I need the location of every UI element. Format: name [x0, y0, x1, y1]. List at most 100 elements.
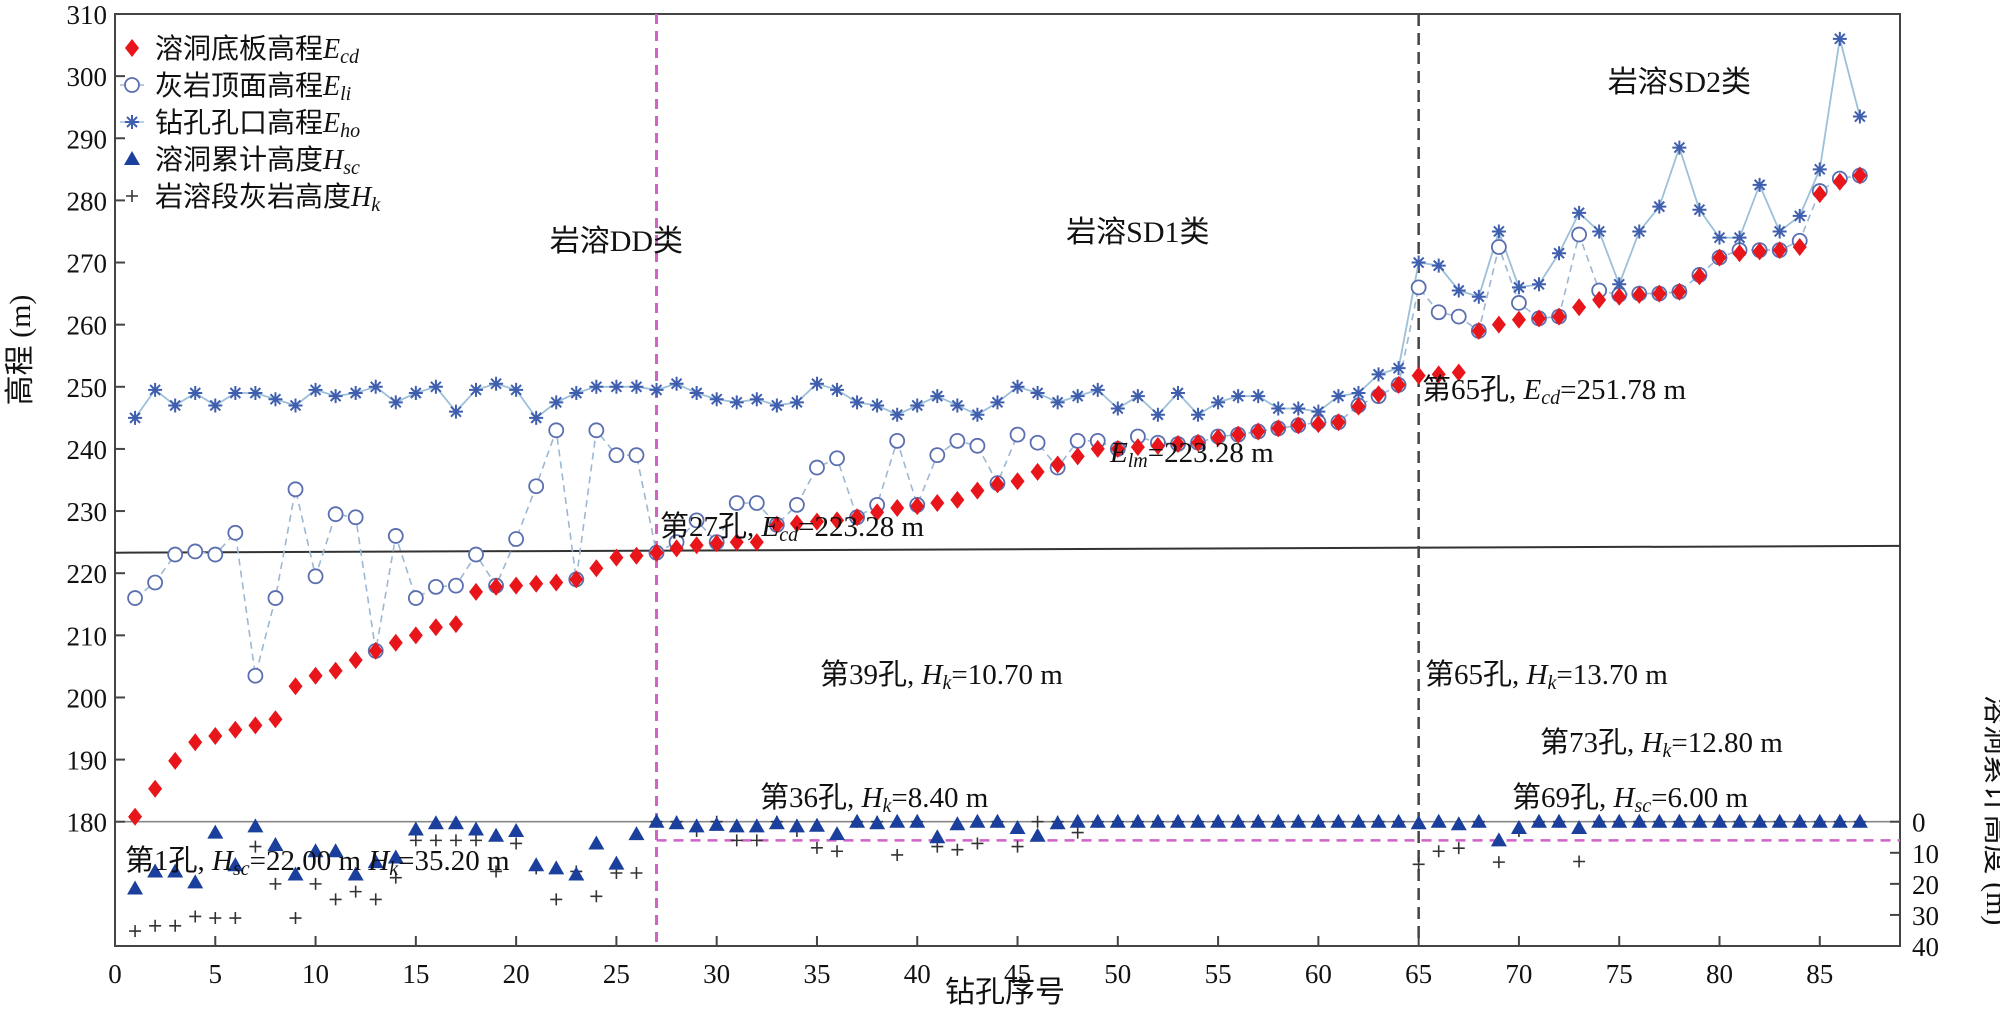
eho-point — [1411, 255, 1426, 270]
ecd-point — [1191, 433, 1206, 452]
eli-point — [588, 422, 605, 439]
hk-point — [750, 834, 763, 847]
ecd-point — [308, 666, 323, 685]
eho-point — [1732, 230, 1747, 245]
eho-point — [1130, 389, 1145, 404]
eho-point — [1391, 361, 1406, 376]
hsc-point — [1310, 813, 1327, 828]
hsc-point — [1450, 816, 1467, 831]
eli-point — [307, 568, 324, 585]
hk-point — [249, 840, 262, 853]
hsc-point — [1290, 813, 1307, 828]
axis-layer: 0 5 10 15 20 25 30 35 40 45 50 55 60 65 70 75 80 85 180 190… — [67, 0, 1940, 989]
ecd-point — [769, 515, 784, 534]
hsc-point — [1731, 813, 1748, 828]
x-tick-label: 15 — [402, 959, 429, 989]
ecd-point — [368, 641, 383, 660]
hsc-point — [1530, 813, 1547, 828]
hsc-point — [287, 866, 304, 881]
x-tick-label: 40 — [904, 959, 931, 989]
ecd-point — [328, 661, 343, 680]
eli-point — [789, 496, 805, 513]
eho-point — [629, 379, 644, 394]
ecd-point — [1852, 166, 1867, 185]
ecd-point — [890, 498, 905, 517]
ecd-point — [910, 497, 925, 516]
ecd-point — [1391, 375, 1406, 394]
ecd-point — [669, 539, 684, 558]
hsc-point — [1109, 813, 1126, 828]
ecd-point — [1491, 315, 1506, 334]
hsc-point — [347, 866, 364, 881]
ecd-point — [408, 626, 423, 645]
eho-point — [1070, 389, 1085, 404]
hk-point — [630, 866, 643, 879]
eho-point — [870, 398, 885, 413]
y-tick-label: 260 — [67, 311, 108, 341]
hsc-point — [1169, 813, 1186, 828]
ecd-point — [729, 533, 744, 552]
ecd-point — [709, 534, 724, 553]
ecd-point — [749, 533, 764, 552]
ecd-point — [1291, 416, 1306, 435]
hsc-point — [1330, 813, 1347, 828]
hsc-point — [728, 818, 745, 833]
hsc-point — [508, 823, 525, 838]
eho-point — [890, 407, 905, 422]
ecd-point — [1471, 321, 1486, 340]
hsc-point — [1029, 827, 1046, 842]
eli-point — [969, 437, 986, 454]
ecd-point — [649, 543, 664, 562]
legend-marker-eli — [124, 77, 140, 93]
hsc-point — [1049, 815, 1066, 830]
hk-point — [1492, 856, 1505, 869]
eho-point — [148, 382, 163, 397]
hsc-point — [427, 815, 444, 830]
eli-point — [1430, 304, 1447, 321]
hk-point — [369, 893, 382, 906]
eli-point — [347, 509, 364, 526]
y-tick-label: 270 — [67, 249, 108, 279]
ecd-point — [789, 514, 804, 533]
hsc-point — [1490, 832, 1507, 847]
hsc-point — [1751, 813, 1768, 828]
x-tick-label: 80 — [1706, 959, 1733, 989]
x-tick-label: 0 — [108, 959, 122, 989]
hsc-point — [1470, 813, 1487, 828]
eli-point — [207, 546, 224, 563]
x-tick-label: 30 — [703, 959, 730, 989]
ecd-point — [1772, 241, 1787, 260]
hsc-point — [1791, 813, 1808, 828]
eli-point — [1009, 426, 1026, 443]
eho-point — [769, 398, 784, 413]
eli-point — [1069, 432, 1086, 449]
hsc-point — [889, 813, 906, 828]
hsc-point — [628, 826, 645, 841]
eli-point — [427, 578, 444, 595]
eho-point — [408, 386, 423, 401]
hk-point — [429, 834, 442, 847]
legend-label-eho: 钻孔孔口高程Eho — [155, 107, 360, 142]
ecd-point — [1592, 290, 1607, 309]
annotation: 第73孔, Hk=12.80 m — [1540, 726, 1783, 762]
series-layer — [127, 31, 1868, 938]
hsc-point — [1851, 813, 1868, 828]
eho-point — [589, 379, 604, 394]
eho-point — [188, 386, 203, 401]
ecd-point — [589, 559, 604, 578]
eho-point — [649, 382, 664, 397]
hk-point — [329, 893, 342, 906]
eli-point — [608, 447, 625, 464]
eli-point — [227, 524, 244, 541]
hk-point — [1573, 855, 1586, 868]
hsc-point — [1149, 813, 1166, 828]
eli-point — [1410, 279, 1427, 296]
eho-point — [1752, 177, 1767, 192]
y2-tick-label: 0 — [1912, 808, 1926, 838]
ecd-point — [1311, 415, 1326, 434]
ecd-point — [168, 751, 183, 770]
eho-point — [1271, 401, 1286, 416]
x-tick-label: 75 — [1606, 959, 1633, 989]
hsc-point — [989, 813, 1006, 828]
hsc-point — [1551, 813, 1568, 828]
